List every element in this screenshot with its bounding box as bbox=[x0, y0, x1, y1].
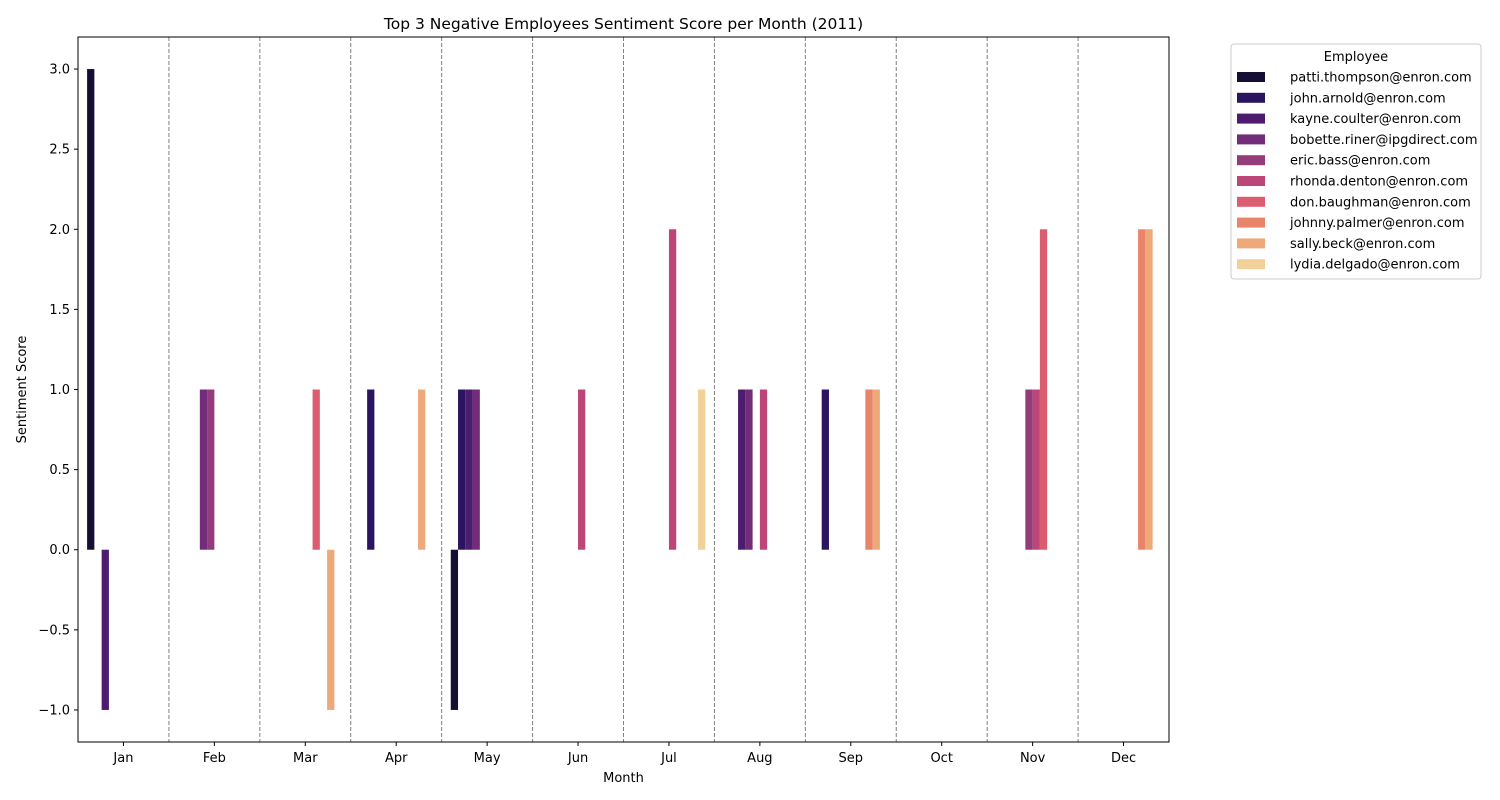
month-separators bbox=[168, 37, 1079, 742]
x-axis: Jan Feb Mar Apr May Jun Jul Aug Sep Oct Nov Dec bbox=[112, 742, 1136, 766]
bar bbox=[101, 549, 109, 710]
bar bbox=[698, 389, 706, 550]
x-tick-label: Jun bbox=[567, 751, 588, 766]
legend-entry-label: kayne.coulter@enron.com bbox=[1290, 112, 1461, 127]
x-tick-label: May bbox=[474, 751, 501, 766]
bar bbox=[87, 69, 95, 550]
x-tick-label: Oct bbox=[930, 751, 952, 766]
bar bbox=[327, 549, 335, 710]
bar bbox=[738, 389, 746, 550]
bar bbox=[578, 389, 586, 550]
legend-swatch bbox=[1237, 92, 1265, 103]
y-tick-label: 0.0 bbox=[49, 543, 70, 558]
x-tick-label: Nov bbox=[1020, 751, 1046, 766]
bars bbox=[87, 69, 1153, 710]
bar bbox=[207, 389, 215, 550]
bar bbox=[367, 389, 375, 550]
legend-entry-label: lydia.delgado@enron.com bbox=[1290, 258, 1460, 273]
x-tick-label: Mar bbox=[293, 751, 318, 766]
legend-swatch bbox=[1237, 134, 1265, 145]
legend-entry-label: bobette.riner@ipgdirect.com bbox=[1290, 133, 1478, 148]
bar bbox=[199, 389, 208, 550]
legend-entry-label: sally.beck@enron.com bbox=[1290, 237, 1435, 252]
legend-swatch bbox=[1237, 113, 1265, 124]
legend-title: Employee bbox=[1324, 50, 1388, 65]
bar bbox=[465, 389, 473, 550]
y-tick-label: 1.0 bbox=[49, 383, 70, 398]
y-tick-label: 2.5 bbox=[49, 143, 70, 158]
legend-entry-label: patti.thompson@enron.com bbox=[1290, 71, 1472, 86]
legend-box bbox=[1230, 43, 1482, 280]
legend-entry-label: johnny.palmer@enron.com bbox=[1289, 216, 1464, 231]
x-tick-label: Jan bbox=[112, 751, 133, 766]
legend-entry-label: rhonda.denton@enron.com bbox=[1290, 175, 1468, 190]
y-tick-label: −1.0 bbox=[38, 703, 70, 718]
legend: Employee patti.thompson@enron.com john.ar… bbox=[1230, 43, 1482, 280]
y-axis: −1.0 −0.5 0.0 0.5 1.0 1.5 2.0 2.5 3.0 bbox=[38, 63, 78, 718]
x-tick-label: Aug bbox=[747, 751, 772, 766]
legend-swatch bbox=[1237, 259, 1265, 270]
plot-area bbox=[77, 36, 1170, 743]
x-tick-label: Apr bbox=[385, 751, 408, 766]
bar bbox=[1138, 229, 1146, 550]
x-tick-label: Feb bbox=[203, 751, 226, 766]
chart-title: Top 3 Negative Employees Sentiment Score… bbox=[383, 15, 863, 33]
bar bbox=[1032, 389, 1040, 550]
y-tick-label: 2.0 bbox=[49, 223, 70, 238]
legend-entry-label: eric.bass@enron.com bbox=[1290, 154, 1430, 169]
y-tick-label: −0.5 bbox=[38, 623, 70, 638]
y-tick-label: 3.0 bbox=[49, 63, 70, 78]
bar bbox=[472, 389, 480, 550]
legend-swatch bbox=[1237, 196, 1265, 207]
bar bbox=[312, 389, 320, 550]
x-tick-label: Sep bbox=[839, 751, 864, 766]
bar bbox=[450, 549, 459, 710]
legend-swatch bbox=[1237, 72, 1265, 82]
y-tick-label: 0.5 bbox=[49, 463, 70, 478]
bar bbox=[759, 389, 768, 550]
bar bbox=[1025, 389, 1033, 550]
legend-entry-label: john.arnold@enron.com bbox=[1289, 91, 1446, 106]
y-tick-label: 1.5 bbox=[49, 303, 70, 318]
x-axis-label: Month bbox=[603, 771, 644, 786]
bar bbox=[418, 389, 426, 550]
legend-swatch bbox=[1237, 238, 1265, 249]
bar bbox=[865, 389, 873, 550]
legend-entry-label: don.baughman@enron.com bbox=[1290, 195, 1471, 210]
bar bbox=[668, 229, 677, 550]
bar bbox=[821, 389, 829, 550]
bar bbox=[872, 389, 880, 550]
bar bbox=[1039, 229, 1048, 550]
y-axis-label: Sentiment Score bbox=[15, 336, 30, 444]
legend-swatch bbox=[1237, 155, 1265, 166]
bar bbox=[745, 389, 753, 550]
bar bbox=[1145, 229, 1153, 550]
x-tick-label: Jul bbox=[660, 751, 677, 766]
x-tick-label: Dec bbox=[1111, 751, 1136, 766]
legend-swatch bbox=[1237, 176, 1265, 186]
bar bbox=[458, 389, 466, 550]
legend-items: patti.thompson@enron.com john.arnold@enro… bbox=[1237, 71, 1478, 273]
legend-swatch bbox=[1237, 217, 1265, 228]
